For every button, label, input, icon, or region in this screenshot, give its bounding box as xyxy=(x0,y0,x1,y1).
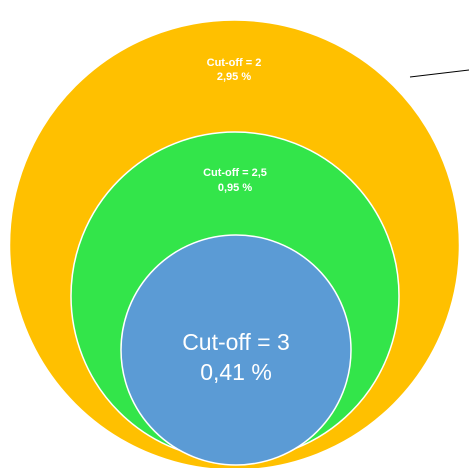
middle-circle-value: 0,95 % xyxy=(218,182,252,194)
outer-circle-value: 2,95 % xyxy=(217,71,251,83)
outer-circle-label: Cut-off = 2 xyxy=(207,57,262,69)
inner-circle-value: 0,41 % xyxy=(200,359,272,385)
inner-circle xyxy=(120,234,352,466)
inner-circle-label: Cut-off = 3 xyxy=(182,329,290,355)
leader-line xyxy=(409,69,469,78)
inner-circle-group: Cut-off = 3 0,41 % xyxy=(120,234,352,466)
middle-circle-label: Cut-off = 2,5 xyxy=(203,167,267,179)
